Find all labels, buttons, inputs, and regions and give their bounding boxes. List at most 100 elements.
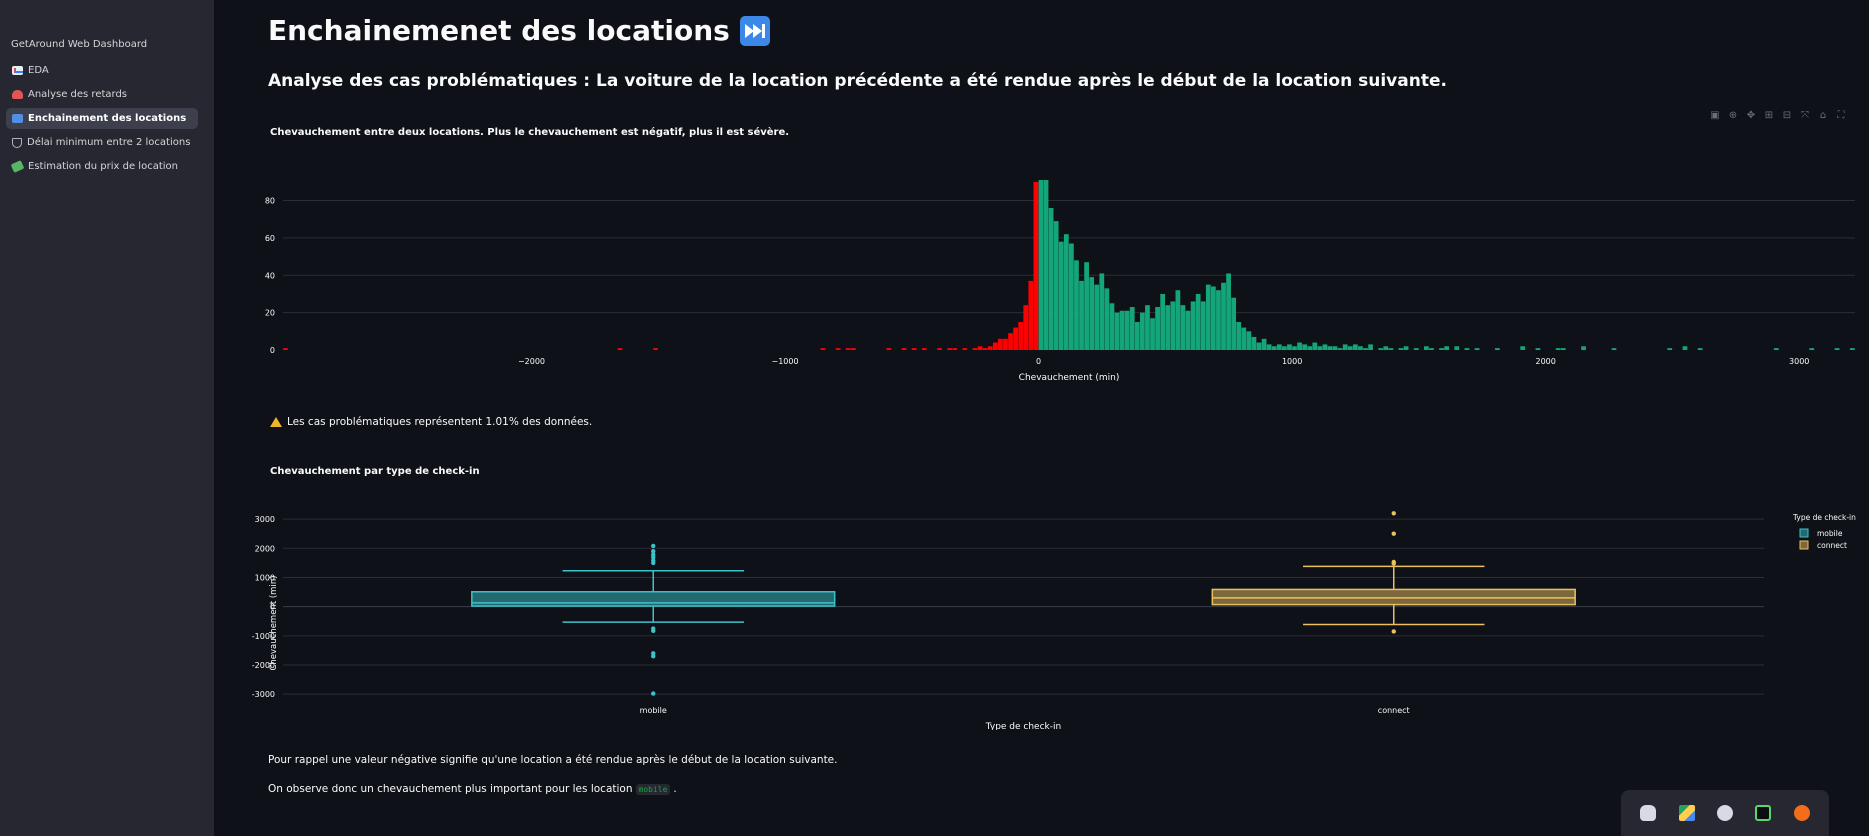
autoscale-icon[interactable]: ⤧ (1801, 110, 1809, 121)
histogram-bar (1190, 301, 1196, 350)
chart-increasing-icon (12, 66, 23, 75)
histogram-bar (835, 348, 841, 350)
y-tick-label: 80 (265, 197, 275, 206)
histogram-bar (1474, 348, 1480, 350)
histogram-bar (1383, 346, 1389, 350)
x-tick-label: mobile (640, 706, 667, 715)
zoom-out-icon[interactable]: ⊟ (1782, 110, 1792, 121)
home-icon[interactable]: ⌂ (1819, 110, 1827, 121)
warning-icon (270, 417, 282, 427)
histogram-bar (1697, 348, 1703, 350)
histogram-bar (1342, 344, 1348, 350)
histogram-bar (1155, 307, 1160, 350)
histogram-bar (977, 346, 983, 350)
histogram-bar (1043, 180, 1049, 350)
sidebar-item-enchainement[interactable]: Enchainement des locations (6, 108, 198, 129)
histogram-bar (1069, 243, 1074, 350)
histogram-bar (1028, 280, 1034, 350)
histogram-bar (992, 342, 998, 350)
x-tick-label: 1000 (1282, 357, 1302, 366)
histogram-bar (1332, 346, 1338, 350)
zoom-icon[interactable]: ⊕ (1728, 110, 1738, 121)
sidebar-item-label: Analyse des retards (28, 89, 128, 100)
orange-app-icon[interactable] (1793, 805, 1810, 821)
histogram-bar (1322, 344, 1328, 350)
google-drive-icon[interactable] (1678, 805, 1695, 821)
paragraph-end: . (673, 783, 677, 795)
sidebar-item-estimation-prix[interactable]: Estimation du prix de location (6, 156, 198, 177)
histogram-bar (911, 348, 917, 350)
histogram-bar (1667, 348, 1673, 350)
legend-swatch (1799, 540, 1809, 550)
y-tick-label: 20 (265, 309, 275, 318)
discord-icon[interactable] (1640, 805, 1657, 821)
sidebar-item-analyse-retards[interactable]: Analyse des retards (6, 84, 198, 105)
box-outlier (1391, 531, 1396, 536)
histogram-bar (1611, 348, 1617, 350)
hands-icon[interactable] (1716, 805, 1733, 821)
histogram-bar (1337, 348, 1343, 350)
histogram-bar (1053, 221, 1059, 350)
inline-code: mobile (635, 783, 671, 795)
histogram-bar (1175, 290, 1181, 350)
warning-alert: Les cas problématiques représentent 1.01… (270, 416, 592, 428)
warning-text: Les cas problématiques représentent 1.01… (287, 416, 593, 428)
histogram-bar (1195, 293, 1201, 350)
y-tick-label: 3000 (255, 515, 275, 524)
x-tick-label: connect (1378, 706, 1410, 715)
histogram-bar (1454, 346, 1460, 350)
histogram-bar (947, 348, 953, 350)
y-tick-label: 0 (270, 603, 275, 612)
histogram-bar (1302, 344, 1308, 350)
x-tick-label: 2000 (1535, 357, 1555, 366)
y-tick-label: -1000 (252, 632, 275, 641)
histogram-bar (1378, 348, 1384, 350)
sidebar-item-label: Enchainement des locations (28, 113, 187, 124)
histogram-bar (1352, 344, 1358, 350)
boxplot-chart[interactable]: -3000 -2000 -1000 0 1000 2000 3000 Chevauchemen… (214, 500, 1869, 730)
histogram-bar (1063, 234, 1069, 350)
histogram-bar (937, 348, 942, 350)
histogram-bar (962, 348, 968, 350)
histogram-bar (1231, 297, 1237, 350)
box-outlier (651, 654, 656, 659)
histogram-bar (952, 348, 958, 350)
boxplot-title: Chevauchement par type de check-in (270, 466, 480, 477)
fullscreen-icon[interactable]: ⛶ (1837, 110, 1845, 121)
histogram-bar (1429, 348, 1434, 350)
paragraph-conclusion: On observe donc un chevauchement plus im… (268, 783, 677, 795)
sidebar-title: GetAround Web Dashboard (11, 39, 148, 50)
histogram-bar (1084, 262, 1089, 350)
histogram-bar (653, 348, 658, 350)
histogram-bar (1413, 348, 1419, 350)
y-tick-label: 0 (270, 346, 275, 355)
histogram-bar (1089, 277, 1095, 350)
histogram-bar (1170, 301, 1176, 350)
histogram-bar (1246, 331, 1252, 350)
sidebar-item-eda[interactable]: EDA (6, 60, 198, 81)
zoom-in-icon[interactable]: ⊞ (1764, 110, 1774, 121)
histogram-bar (1535, 348, 1541, 350)
histogram-bar (1297, 342, 1302, 350)
histogram-bar (283, 348, 288, 350)
histogram-bar (1834, 348, 1840, 350)
histogram-bar (1398, 348, 1404, 350)
histogram-bar (1160, 293, 1166, 350)
paragraph-text: On observe donc un chevauchement plus im… (268, 783, 633, 795)
histogram-bar (1114, 312, 1120, 350)
sidebar-item-delai-minimum[interactable]: Délai minimum entre 2 locations (6, 132, 198, 153)
pan-icon[interactable]: ✥ (1746, 110, 1756, 121)
sidebar: GetAround Web Dashboard EDA Analyse des … (0, 0, 214, 836)
screen-icon[interactable] (1755, 805, 1772, 821)
histogram-bar (1094, 284, 1100, 350)
sidebar-nav: EDA Analyse des retards Enchainement des… (6, 60, 198, 180)
histogram-bar (1251, 336, 1257, 350)
histogram-chart[interactable]: 0 20 40 60 80 −2000 −1000 0 1000 2000 3000 Chevauch… (214, 150, 1869, 390)
histogram-bar (1256, 342, 1262, 350)
y-tick-label: 60 (265, 234, 275, 243)
histogram-bar (1150, 318, 1155, 350)
histogram-bar (1347, 346, 1353, 350)
histogram-bar (1109, 303, 1115, 350)
histogram-bar (1271, 346, 1277, 350)
camera-icon[interactable]: ▣ (1710, 110, 1720, 121)
